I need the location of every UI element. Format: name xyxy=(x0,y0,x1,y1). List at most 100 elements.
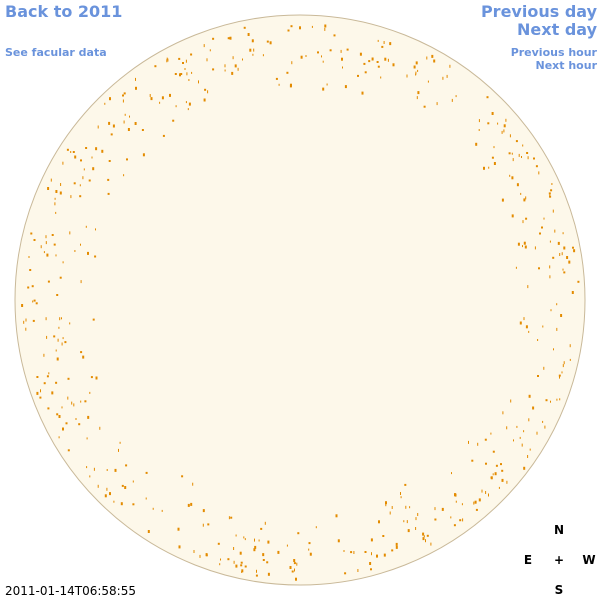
back-year-link[interactable]: Back to 2011 xyxy=(5,2,122,21)
facula-dot xyxy=(142,153,145,157)
facula-dot xyxy=(109,492,111,496)
facula-dot xyxy=(497,122,499,125)
facula-dot xyxy=(209,49,211,52)
facula-dot xyxy=(526,152,529,154)
facula-dot xyxy=(537,339,539,341)
facula-dot xyxy=(186,72,188,76)
facula-dot xyxy=(527,156,529,160)
facula-dot xyxy=(417,513,419,516)
facula-dot xyxy=(212,68,215,71)
facula-dot xyxy=(249,48,252,52)
facula-dot xyxy=(235,564,238,568)
facula-dot xyxy=(478,498,481,502)
facula-dot xyxy=(500,463,502,466)
facula-dot xyxy=(430,542,432,546)
facula-dot xyxy=(61,406,63,409)
facula-dot xyxy=(80,400,82,403)
facula-dot xyxy=(86,466,88,469)
previous-day-link[interactable]: Previous day xyxy=(481,2,598,21)
facula-dot xyxy=(32,319,35,322)
facula-dot xyxy=(569,344,571,348)
facula-dot xyxy=(562,268,564,271)
facula-dot xyxy=(169,93,171,97)
facula-dot xyxy=(523,466,526,470)
facula-dot xyxy=(525,217,528,220)
facula-dot xyxy=(395,542,398,546)
facula-dot xyxy=(51,234,54,236)
facula-dot xyxy=(423,535,425,538)
facula-dot xyxy=(27,286,30,289)
facula-dot xyxy=(233,560,235,564)
facula-dot xyxy=(559,375,560,379)
facula-dot xyxy=(267,572,270,576)
facula-dot xyxy=(55,190,58,193)
facula-dot xyxy=(557,241,560,245)
facula-dot xyxy=(95,147,98,151)
facula-dot xyxy=(109,97,111,100)
facula-dot xyxy=(492,473,494,476)
facula-dot xyxy=(106,469,108,471)
facula-dot xyxy=(556,327,558,331)
facula-dot xyxy=(488,493,489,497)
facula-dot xyxy=(357,74,359,77)
facula-dot xyxy=(85,147,88,149)
facular-data-link[interactable]: See facular data xyxy=(5,46,107,59)
facula-dot xyxy=(361,91,364,95)
facula-dot xyxy=(174,73,177,75)
facula-dot xyxy=(229,36,232,40)
facula-dot xyxy=(58,436,60,439)
facula-dot xyxy=(471,459,474,462)
facula-dot xyxy=(190,53,193,56)
facula-dot xyxy=(299,26,301,30)
facula-dot xyxy=(290,83,292,87)
facula-dot xyxy=(455,95,457,98)
facula-dot xyxy=(175,105,177,108)
facula-dot xyxy=(377,65,380,68)
facula-dot xyxy=(436,102,438,106)
facula-dot xyxy=(549,265,551,269)
facula-dot xyxy=(422,537,425,541)
facula-dot xyxy=(203,44,205,48)
facula-dot xyxy=(296,562,298,566)
facula-dot xyxy=(493,146,495,149)
facula-dot xyxy=(39,396,42,399)
next-day-link[interactable]: Next day xyxy=(517,20,598,39)
facula-dot xyxy=(357,569,359,572)
facula-dot xyxy=(48,372,50,375)
facula-dot xyxy=(264,521,266,525)
facula-dot xyxy=(235,534,237,537)
facula-dot xyxy=(188,79,190,81)
facula-dot xyxy=(80,351,83,354)
facula-dot xyxy=(45,241,47,245)
next-hour-link[interactable]: Next hour xyxy=(536,59,598,72)
facula-dot xyxy=(506,480,508,484)
facula-dot xyxy=(295,577,297,581)
facula-dot xyxy=(346,48,349,51)
facula-dot xyxy=(291,61,293,65)
facula-dot xyxy=(552,256,555,259)
facula-dot xyxy=(234,64,237,68)
facula-dot xyxy=(70,195,72,199)
facula-dot xyxy=(509,134,511,138)
facula-dot xyxy=(425,539,426,543)
facula-dot xyxy=(473,501,475,505)
facula-dot xyxy=(515,266,517,269)
facula-dot xyxy=(364,71,367,74)
facula-dot xyxy=(376,61,379,63)
facula-dot xyxy=(389,511,391,515)
facula-dot xyxy=(509,174,511,177)
facula-dot xyxy=(237,67,239,71)
facula-dot xyxy=(415,71,417,75)
facula-dot xyxy=(516,183,519,187)
facula-dot xyxy=(522,144,524,147)
facula-dot xyxy=(55,349,57,352)
facula-dot xyxy=(431,55,433,58)
facula-dot xyxy=(533,157,535,160)
facula-dot xyxy=(324,24,327,28)
facula-dot xyxy=(544,425,546,429)
facula-dot xyxy=(161,96,164,100)
facula-dot xyxy=(25,318,27,322)
facula-dot xyxy=(455,500,457,503)
previous-hour-link[interactable]: Previous hour xyxy=(511,46,598,59)
facula-dot xyxy=(161,509,163,512)
